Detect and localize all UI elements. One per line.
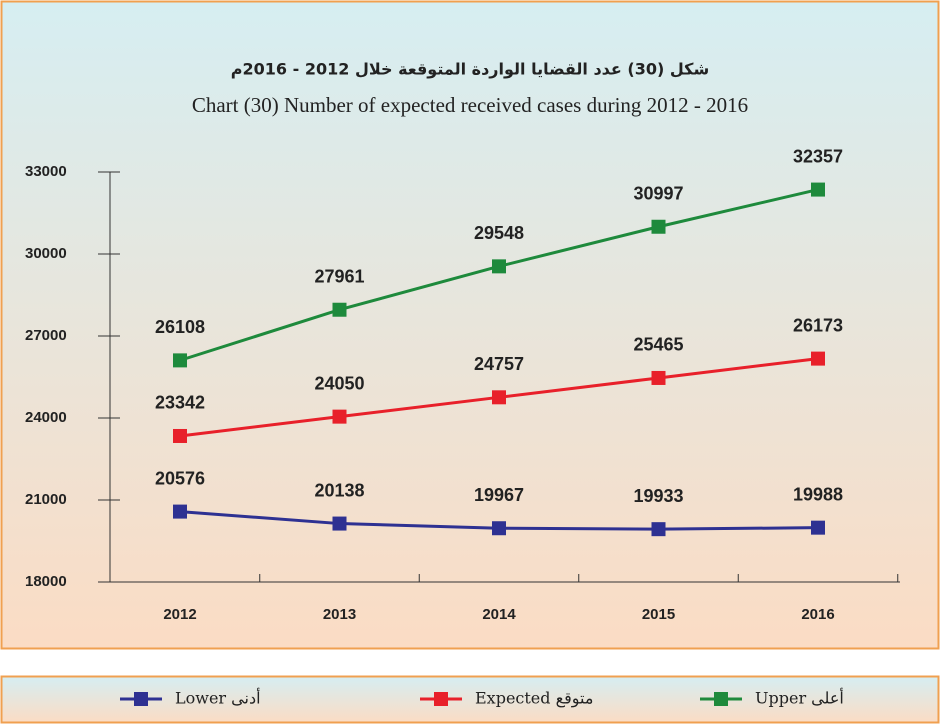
x-tick-label: 2012 <box>163 606 196 623</box>
y-tick-label: 27000 <box>25 327 67 344</box>
data-label: 26173 <box>793 315 843 335</box>
point-marker <box>332 516 347 531</box>
legend-marker <box>714 692 728 706</box>
legend-label: متوقع Expected <box>475 689 593 708</box>
legend-label: أعلى Upper <box>755 688 844 708</box>
data-label: 29548 <box>474 223 524 243</box>
chart-panel <box>0 0 940 650</box>
chart-subtitle: Chart (30) Number of expected received c… <box>192 93 748 117</box>
x-tick-label: 2013 <box>323 606 356 623</box>
data-label: 24050 <box>314 373 364 393</box>
x-tick-label: 2015 <box>642 606 675 623</box>
data-label: 20138 <box>314 480 364 500</box>
point-marker <box>332 409 347 424</box>
point-marker <box>811 182 825 197</box>
point-marker <box>492 259 506 274</box>
point-marker <box>811 520 825 535</box>
point-marker <box>811 351 825 366</box>
y-tick-label: 18000 <box>25 573 67 590</box>
legend-label: أدنى Lower <box>175 688 261 708</box>
y-tick-label: 24000 <box>25 409 67 426</box>
data-label: 32357 <box>793 146 843 166</box>
point-marker <box>651 370 666 385</box>
data-label: 24757 <box>474 354 524 374</box>
x-tick-label: 2016 <box>801 606 834 623</box>
point-marker <box>173 353 187 368</box>
point-marker <box>332 302 347 317</box>
point-marker <box>173 504 187 519</box>
y-tick-label: 21000 <box>25 491 67 508</box>
data-label: 23342 <box>155 393 205 413</box>
y-tick-label: 30000 <box>25 245 67 262</box>
point-marker <box>492 521 506 536</box>
point-marker <box>651 219 666 234</box>
legend-marker <box>434 692 448 706</box>
data-label: 30997 <box>633 183 683 203</box>
legend-marker <box>134 692 148 706</box>
data-label: 26108 <box>155 317 205 337</box>
data-label: 20576 <box>155 468 205 488</box>
chart-title: شكل (30) عدد القضايا الواردة المتوقعة خل… <box>231 60 709 79</box>
data-label: 27961 <box>314 266 364 286</box>
y-tick-label: 33000 <box>25 163 67 180</box>
point-marker <box>492 390 506 405</box>
data-label: 19967 <box>474 485 524 505</box>
point-marker <box>173 428 187 443</box>
x-tick-label: 2014 <box>482 606 516 623</box>
data-label: 19933 <box>633 486 683 506</box>
data-label: 25465 <box>633 335 683 355</box>
point-marker <box>651 522 666 537</box>
data-label: 19988 <box>793 484 843 504</box>
